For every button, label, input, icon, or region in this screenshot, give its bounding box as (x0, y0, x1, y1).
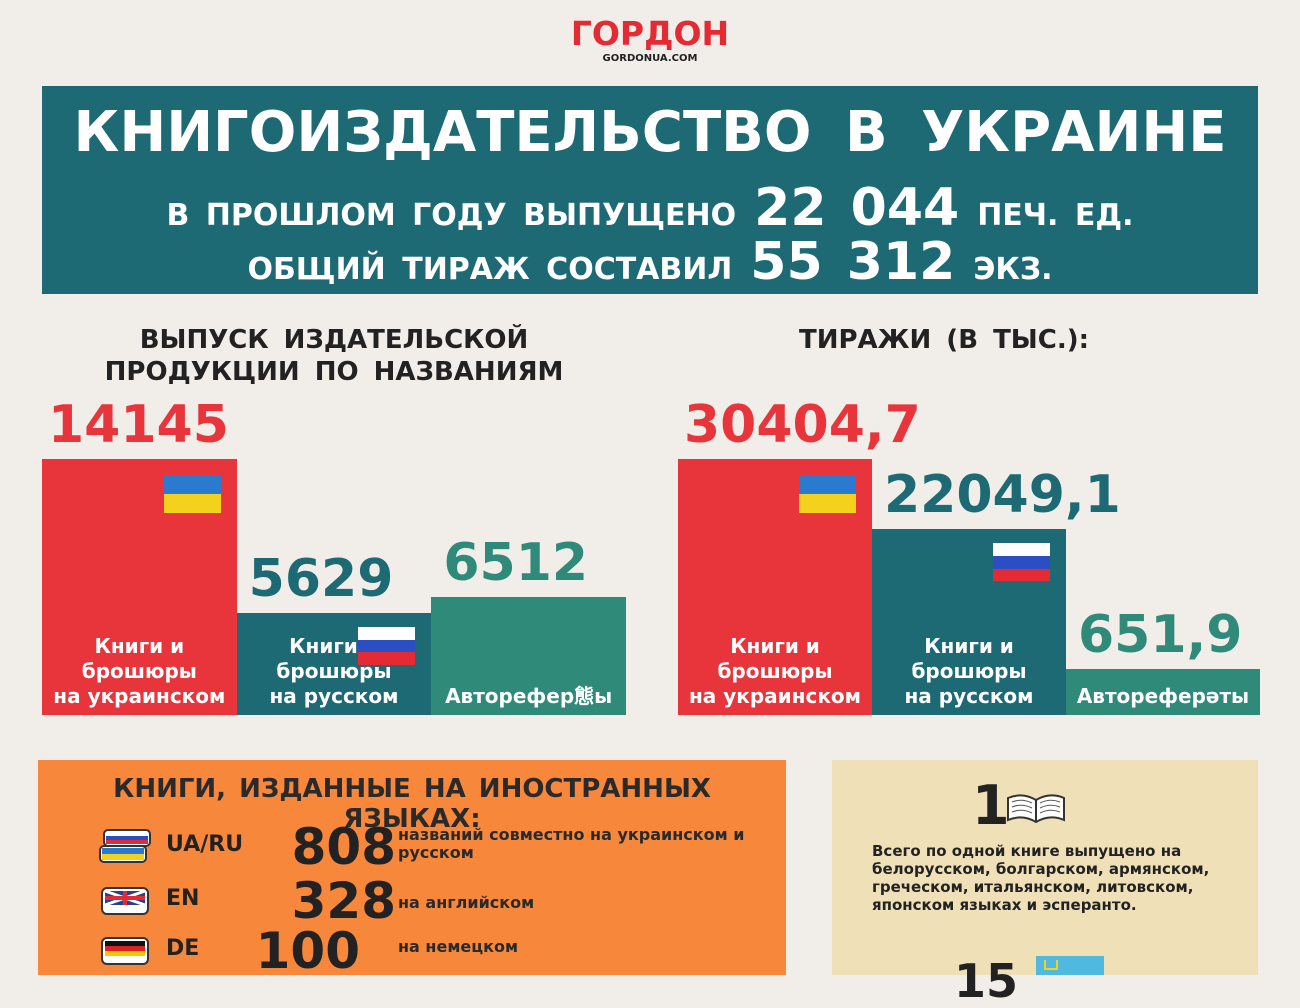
published-post: ПЕЧ. ЕД. (977, 198, 1134, 233)
ua-ru-book-icon (99, 829, 151, 863)
chart-titles-title: ВЫПУСК ИЗДАТЕЛЬСКОЙ ПРОДУКЦИИ ПО НАЗВАНИ… (104, 325, 564, 387)
lang-code: UA/RU (166, 832, 244, 857)
bar-value-label: 6512 (443, 533, 589, 594)
published-value: 22 044 (754, 178, 960, 238)
chart-bar: Книги и брошюры на украинском (678, 459, 872, 715)
chart-bar: Авторефер態ы (431, 597, 626, 715)
open-book-icon (1007, 794, 1065, 824)
list-item: UA/RU 808 названий совместно на украинск… (38, 818, 786, 876)
foreign-languages-panel: КНИГИ, ИЗДАННЫЕ НА ИНОСТРАННЫХ ЯЗЫКАХ: U… (38, 760, 786, 980)
lang-code: EN (166, 886, 200, 911)
header-banner: КНИГОИЗДАТЕЛЬСТВО В УКРАИНЕ В ПРОШЛОМ ГО… (42, 86, 1258, 294)
lang-desc: на английском (398, 893, 535, 912)
russia-flag-icon (993, 543, 1050, 582)
bar-value-label: 14145 (48, 395, 229, 455)
bar-category-label: Автореферәты (1076, 684, 1250, 708)
de-book-icon (101, 937, 149, 965)
circulation-bar-chart: Книги и брошюры на украинском 30404,7 Книг… (678, 395, 1260, 715)
bar-value-label: 5629 (248, 549, 394, 610)
logo-subtitle: GORDONUA.COM (602, 53, 698, 64)
lang-count: 328 (291, 872, 396, 930)
crimean-flag-icon (1036, 956, 1104, 975)
page-title: КНИГОИЗДАТЕЛЬСТВО В УКРАИНЕ (73, 100, 1227, 165)
published-line: В ПРОШЛОМ ГОДУ ВЫПУЩЕНО 22 044 ПЕЧ. ЕД. (42, 178, 1258, 238)
circulation-pre: ОБЩИЙ ТИРАЖ СОСТАВИЛ (247, 252, 733, 287)
published-pre: В ПРОШЛОМ ГОДУ ВЫПУЩЕНО (166, 198, 737, 233)
list-item: EN 328 на английском (38, 872, 786, 930)
ukraine-flag-icon (163, 475, 221, 513)
chart-bar: Книги и брошюры на русском (872, 529, 1066, 715)
single-book-text: Всего по одной книге выпущено на белорус… (872, 842, 1210, 914)
bar-value-label: 651,9 (1078, 605, 1243, 665)
lang-code: DE (166, 936, 200, 961)
bar-category-label: Книги и брошюры на украинском (688, 634, 862, 708)
circulation-value: 55 312 (750, 232, 956, 292)
foreign-title: КНИГИ, ИЗДАННЫЕ НА ИНОСТРАННЫХ ЯЗЫКАХ: (113, 774, 711, 834)
list-item: DE 100 на немецком (38, 922, 786, 980)
bar-category-label: Книги и брошюры на украинском (53, 634, 226, 708)
bar-category-label: Книги и брошюры на русском (269, 633, 399, 708)
chart-bar: Книги и брошюры на русском (236, 613, 432, 715)
ukraine-flag-icon (799, 475, 856, 513)
bar-category-label: Книги и брошюры на русском (904, 633, 1034, 708)
lang-count: 100 (255, 922, 360, 980)
uk-book-icon (101, 887, 149, 915)
lang-count: 808 (291, 818, 396, 876)
logo-title: ГОРДОН (570, 14, 730, 53)
lang-desc: названий совместно на украинском и русск… (398, 825, 745, 862)
next-count: 15 (954, 954, 1019, 1008)
circulation-post: ЭКЗ. (973, 252, 1053, 287)
chart-bar: Автореферәты (1066, 669, 1260, 715)
russia-flag-icon (358, 627, 416, 666)
bar-value-label: 30404,7 (684, 395, 921, 455)
titles-bar-chart: Книги и брошюры на украинском 14145 Книги … (42, 395, 626, 715)
single-count: 1 (972, 774, 1010, 837)
chart-circulation-title: ТИРАЖИ (В ТЫС.): (799, 325, 1089, 355)
bar-category-label: Авторефер態ы (445, 683, 613, 708)
circulation-line: ОБЩИЙ ТИРАЖ СОСТАВИЛ 55 312 ЭКЗ. (42, 232, 1258, 292)
lang-desc: на немецком (398, 937, 519, 956)
chart-bar: Книги и брошюры на украинском (42, 459, 237, 715)
bar-value-label: 22049,1 (884, 465, 1121, 526)
single-book-panel: 1 Всего по одной книге выпущено на белор… (832, 760, 1258, 1008)
